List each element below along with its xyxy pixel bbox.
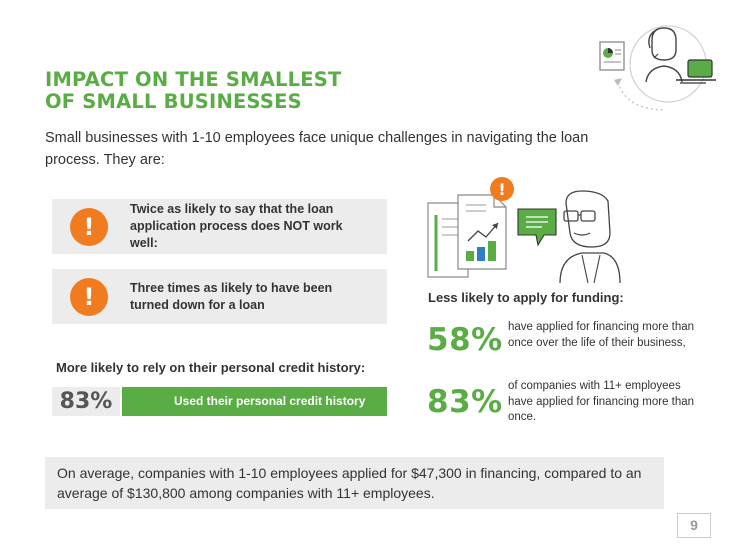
document-chart-icon: ! (427, 177, 621, 284)
svg-text:!: ! (498, 180, 505, 199)
funding-stat-value: 58% (427, 322, 503, 358)
callout-text: Twice as likely to say that the loan app… (130, 202, 343, 250)
title-line-1: IMPACT ON THE SMALLEST (45, 68, 342, 91)
summary-footer: On average, companies with 1-10 employee… (45, 457, 664, 509)
funding-stat-text: have applied for financing more than onc… (508, 321, 695, 349)
funding-stat-value: 83% (427, 384, 503, 420)
alert-icon: ! (70, 207, 108, 246)
alert-icon: ! (70, 277, 108, 316)
title-line-2: OF SMALL BUSINESSES (45, 90, 302, 113)
funding-heading: Less likely to apply for funding: (428, 290, 624, 305)
credit-stat-label: Used their personal credit history (174, 394, 366, 408)
callout-box: ! Twice as likely to say that the loan a… (52, 199, 387, 254)
page-title: IMPACT ON THE SMALLEST OF SMALL BUSINESS… (45, 69, 445, 113)
credit-stat-bar: Used their personal credit history (122, 387, 387, 416)
credit-heading: More likely to rely on their personal cr… (56, 360, 366, 375)
person-at-laptop-icon (599, 25, 716, 111)
callout-box: ! Three times as likely to have been tur… (52, 269, 387, 324)
credit-stat-row: 83% Used their personal credit history (52, 387, 387, 416)
funding-stat-text: of companies with 11+ employees have app… (508, 380, 695, 423)
intro-paragraph: Small businesses with 1-10 employees fac… (45, 130, 589, 168)
credit-stat-value: 83% (52, 387, 120, 416)
page-number: 9 (677, 513, 711, 538)
callout-text: Three times as likely to have been turne… (130, 280, 333, 312)
